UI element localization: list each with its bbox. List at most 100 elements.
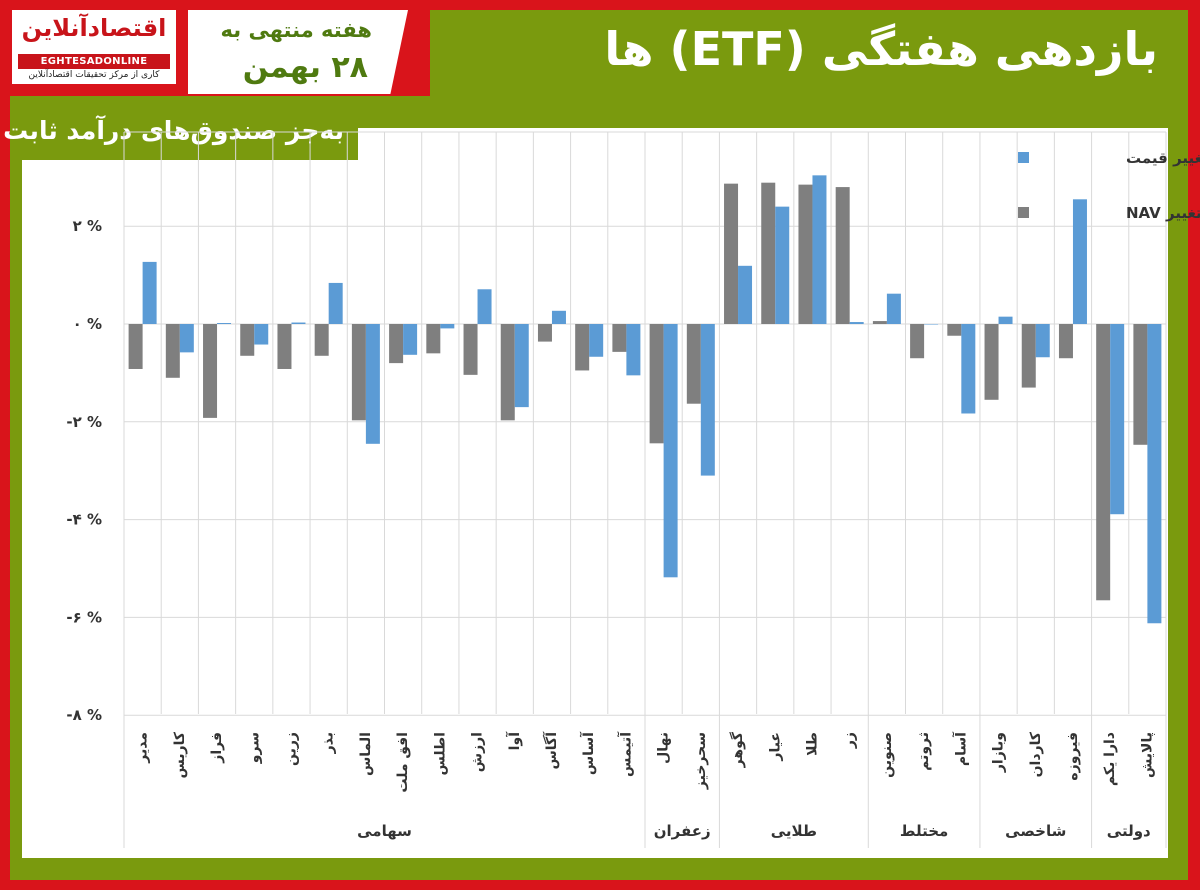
bar-nav [128,324,143,369]
bar-nav [761,182,776,324]
category-label: بذر [321,732,337,754]
bar-nav [240,324,255,356]
bar-price [849,322,864,324]
bar-price [514,324,529,408]
bar-nav [686,324,701,404]
y-tick-label: -۲ % [66,413,102,431]
bar-price [477,289,492,324]
bar-nav [1021,324,1036,388]
bar-nav [798,184,813,324]
bar-nav [277,324,292,369]
bar-nav [910,324,925,359]
bar-nav [612,324,627,352]
y-tick-label: -۴ % [66,511,102,529]
bar-price [1147,324,1162,624]
category-label: دارا یکم [1102,732,1118,786]
bar-price [1072,199,1087,324]
legend-label: تغییر قیمت [1126,149,1200,167]
bar-nav [426,324,441,354]
legend-swatch [1018,207,1029,218]
bar-price [254,324,269,345]
date-label: ۲۸ بهمن [242,50,368,85]
bar-nav [947,324,962,336]
week-label: هفته منتهی به [220,18,372,42]
bar-price [812,175,827,324]
bar-price [217,323,232,324]
legend-swatch [1018,152,1029,163]
bar-price [998,316,1013,324]
plot-background [22,128,1168,858]
bar-price [365,324,380,444]
bar-nav [500,324,515,421]
subtitle-banner: به‌جز صندوق‌های درآمد ثابت [3,106,358,160]
bar-price [961,324,976,414]
title-banner: بازدهی هفتگی (ETF) ها [430,10,1188,96]
category-label: مدیر [135,732,151,764]
date-badge: هفته منتهی به ۲۸ بهمن [188,10,408,94]
category-label: افق ملت [395,732,411,793]
bar-nav [835,187,850,324]
logo-tagline: کاری از مرکز تحقیقات اقتصادآنلاین [28,70,160,80]
bar-nav [463,324,478,375]
category-label: کاریس [172,731,188,778]
group-label: شاخصی [1005,822,1066,840]
category-label: نهال [656,732,672,764]
logo-latin: EGHTESADONLINE [18,54,170,69]
bar-price [403,324,418,355]
logo: اقتصادآنلاین EGHTESADONLINE کاری از مرکز… [12,10,176,84]
bar-price [179,324,194,353]
bar-price [440,324,455,329]
bar-price [328,282,343,324]
bar-price [1110,324,1125,515]
category-label: سرو [246,732,262,764]
group-label: دولتی [1107,822,1151,840]
group-label: مختلط [900,822,948,840]
category-label: زر [842,732,858,749]
y-tick-label: -۶ % [66,608,102,626]
chart-subtitle: به‌جز صندوق‌های درآمد ثابت [3,116,344,145]
bar-price [589,324,604,357]
group-label: طلایی [771,822,817,840]
bar-nav [724,183,739,324]
category-label: فیروزه [1065,732,1081,781]
group-label: سهامی [357,822,412,840]
bar-nav [984,324,999,400]
category-label: اطلس [432,732,448,776]
category-label: پالایش [1139,732,1155,778]
category-label: ثروتم [916,732,932,771]
bar-price [551,310,566,324]
y-tick-label: ۲ % [73,217,102,235]
category-label: الماس [358,732,374,776]
y-tick-label: ۰ % [73,315,102,333]
category-label: صنوین [879,732,895,778]
category-label: آوا [505,731,523,751]
bar-price [924,324,939,325]
bar-nav [1058,324,1073,359]
bar-nav [351,324,366,421]
bar-nav [872,321,887,324]
bar-nav [1096,324,1111,601]
category-label: آساس [579,731,597,775]
bar-nav [649,324,664,444]
bar-price [886,293,901,324]
category-label: زرین [283,732,299,766]
category-label: سحرخیز [693,732,709,790]
category-label: عیار [767,732,783,762]
bar-price [291,322,306,324]
logo-text: اقتصادآنلاین [21,14,167,42]
bar-nav [1133,324,1148,445]
bar-price [700,324,715,476]
bar-price [663,324,678,578]
group-label: زعفران [654,822,711,840]
category-label: فراز [209,732,225,764]
y-tick-label: -۸ % [66,706,102,724]
chart-title: بازدهی هفتگی (ETF) ها [604,22,1158,76]
bar-nav [575,324,590,371]
bar-price [775,206,790,324]
bar-nav [314,324,329,356]
legend-label: تغییر NAV [1126,204,1200,222]
bar-price [626,324,641,376]
bar-nav [389,324,404,364]
category-label: کاردان [1028,731,1044,777]
